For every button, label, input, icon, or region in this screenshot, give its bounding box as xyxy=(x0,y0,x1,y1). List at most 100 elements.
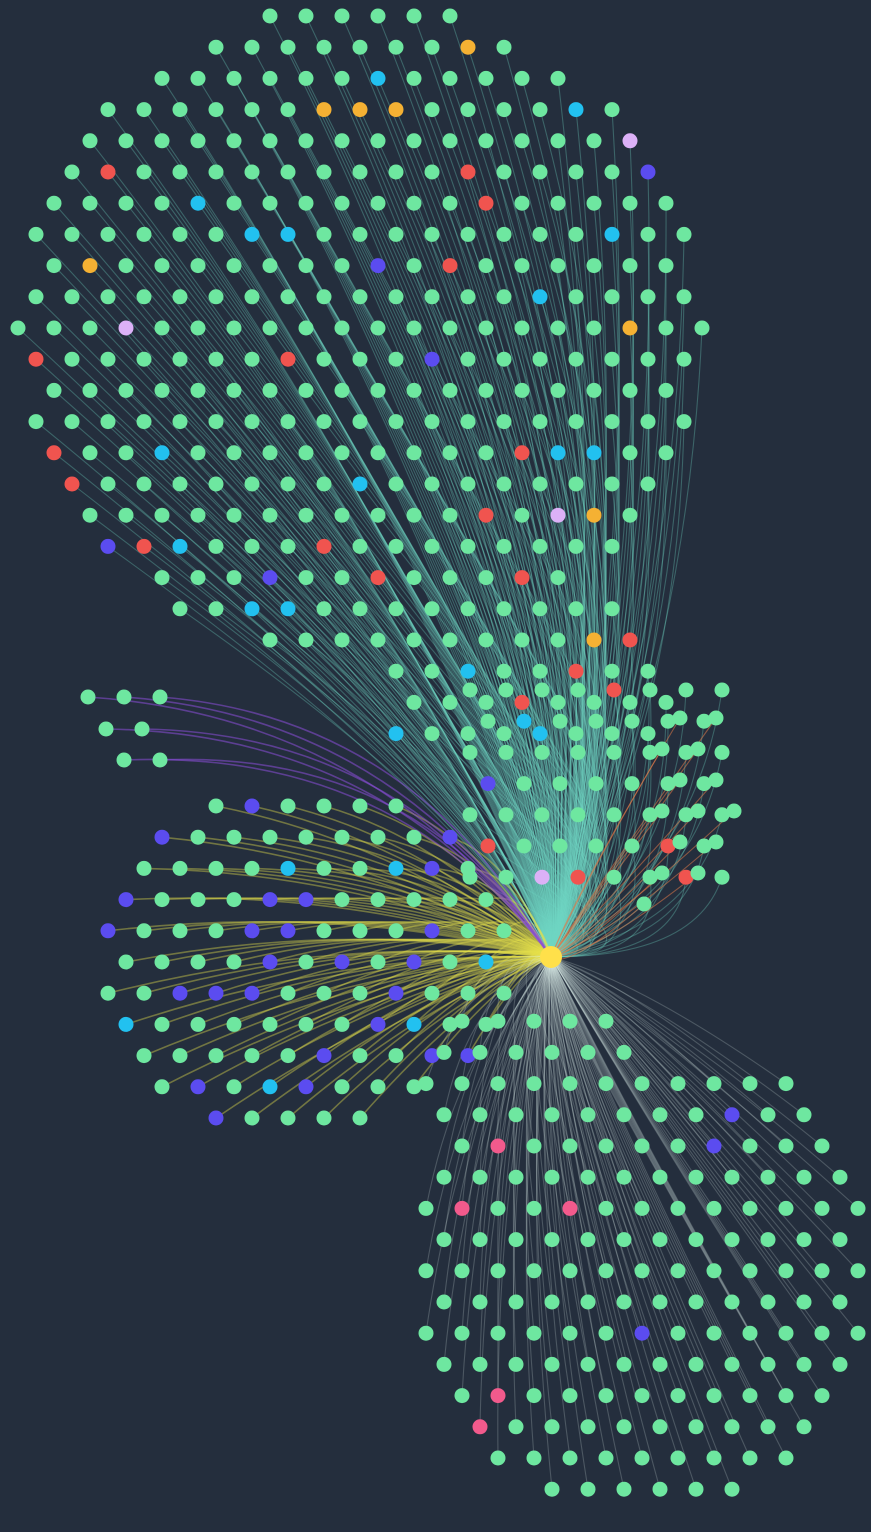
graph-node[interactable] xyxy=(352,414,368,430)
graph-node[interactable] xyxy=(478,1016,494,1032)
graph-node[interactable] xyxy=(442,445,458,461)
graph-node[interactable] xyxy=(724,1419,740,1435)
graph-node[interactable] xyxy=(418,1263,434,1279)
graph-node[interactable] xyxy=(670,1263,686,1279)
graph-node[interactable] xyxy=(334,258,350,274)
graph-node[interactable] xyxy=(588,838,604,854)
graph-node[interactable] xyxy=(280,351,296,367)
graph-node[interactable] xyxy=(370,632,386,648)
graph-node[interactable] xyxy=(226,382,242,398)
graph-node[interactable] xyxy=(496,164,512,180)
graph-node[interactable] xyxy=(442,133,458,149)
graph-node[interactable] xyxy=(298,829,314,845)
graph-node[interactable] xyxy=(478,258,494,274)
graph-node[interactable] xyxy=(244,476,260,492)
graph-node[interactable] xyxy=(370,507,386,523)
graph-node[interactable] xyxy=(334,954,350,970)
graph-node[interactable] xyxy=(406,445,422,461)
graph-node[interactable] xyxy=(462,744,478,760)
graph-node[interactable] xyxy=(598,1450,614,1466)
graph-node[interactable] xyxy=(478,382,494,398)
graph-node[interactable] xyxy=(642,744,658,760)
graph-node[interactable] xyxy=(442,258,458,274)
graph-node[interactable] xyxy=(116,689,132,705)
graph-node[interactable] xyxy=(508,1044,524,1060)
graph-node[interactable] xyxy=(442,829,458,845)
graph-node[interactable] xyxy=(262,70,278,86)
graph-node[interactable] xyxy=(654,741,670,757)
graph-node[interactable] xyxy=(496,414,512,430)
graph-node[interactable] xyxy=(244,414,260,430)
graph-node[interactable] xyxy=(172,985,188,1001)
graph-node[interactable] xyxy=(370,8,386,24)
graph-node[interactable] xyxy=(688,1232,704,1248)
graph-node[interactable] xyxy=(352,798,368,814)
graph-node[interactable] xyxy=(334,8,350,24)
graph-node[interactable] xyxy=(136,226,152,242)
graph-node[interactable] xyxy=(334,195,350,211)
graph-node[interactable] xyxy=(490,1388,506,1404)
graph-node[interactable] xyxy=(586,133,602,149)
graph-node[interactable] xyxy=(634,1138,650,1154)
graph-node[interactable] xyxy=(814,1263,830,1279)
graph-node[interactable] xyxy=(652,1419,668,1435)
graph-node[interactable] xyxy=(190,892,206,908)
graph-node[interactable] xyxy=(778,1388,794,1404)
graph-node[interactable] xyxy=(478,445,494,461)
graph-node[interactable] xyxy=(586,507,602,523)
graph-node[interactable] xyxy=(544,1107,560,1123)
graph-node[interactable] xyxy=(760,1107,776,1123)
graph-node[interactable] xyxy=(708,772,724,788)
graph-node[interactable] xyxy=(622,258,638,274)
graph-node[interactable] xyxy=(532,476,548,492)
graph-node[interactable] xyxy=(652,1107,668,1123)
graph-node[interactable] xyxy=(118,195,134,211)
graph-node[interactable] xyxy=(172,923,188,939)
graph-node[interactable] xyxy=(514,507,530,523)
graph-node[interactable] xyxy=(136,985,152,1001)
graph-node[interactable] xyxy=(460,476,476,492)
graph-node[interactable] xyxy=(136,414,152,430)
graph-node[interactable] xyxy=(190,195,206,211)
graph-node[interactable] xyxy=(262,1079,278,1095)
graph-node[interactable] xyxy=(82,195,98,211)
graph-node[interactable] xyxy=(796,1107,812,1123)
graph-node[interactable] xyxy=(424,39,440,55)
graph-node[interactable] xyxy=(64,414,80,430)
graph-node[interactable] xyxy=(724,1481,740,1497)
graph-node[interactable] xyxy=(100,351,116,367)
graph-node[interactable] xyxy=(244,860,260,876)
graph-node[interactable] xyxy=(478,570,494,586)
graph-node[interactable] xyxy=(190,954,206,970)
graph-node[interactable] xyxy=(82,382,98,398)
graph-node[interactable] xyxy=(190,445,206,461)
graph-node[interactable] xyxy=(226,445,242,461)
graph-node[interactable] xyxy=(334,320,350,336)
graph-node[interactable] xyxy=(388,102,404,118)
graph-node[interactable] xyxy=(262,570,278,586)
graph-node[interactable] xyxy=(316,538,332,554)
graph-node[interactable] xyxy=(406,570,422,586)
graph-node[interactable] xyxy=(478,320,494,336)
graph-node[interactable] xyxy=(688,1356,704,1372)
graph-node[interactable] xyxy=(424,985,440,1001)
graph-node[interactable] xyxy=(634,1263,650,1279)
graph-node[interactable] xyxy=(298,570,314,586)
graph-node[interactable] xyxy=(352,601,368,617)
graph-node[interactable] xyxy=(570,682,586,698)
graph-node[interactable] xyxy=(616,1481,632,1497)
graph-node[interactable] xyxy=(676,351,692,367)
graph-node[interactable] xyxy=(100,414,116,430)
graph-node[interactable] xyxy=(642,682,658,698)
graph-node[interactable] xyxy=(118,382,134,398)
graph-node[interactable] xyxy=(82,507,98,523)
graph-node[interactable] xyxy=(436,1044,452,1060)
graph-node[interactable] xyxy=(514,382,530,398)
graph-node[interactable] xyxy=(514,133,530,149)
graph-node[interactable] xyxy=(586,445,602,461)
graph-node[interactable] xyxy=(442,632,458,648)
graph-node[interactable] xyxy=(244,102,260,118)
graph-node[interactable] xyxy=(598,1076,614,1092)
graph-node[interactable] xyxy=(424,663,440,679)
graph-node[interactable] xyxy=(316,289,332,305)
